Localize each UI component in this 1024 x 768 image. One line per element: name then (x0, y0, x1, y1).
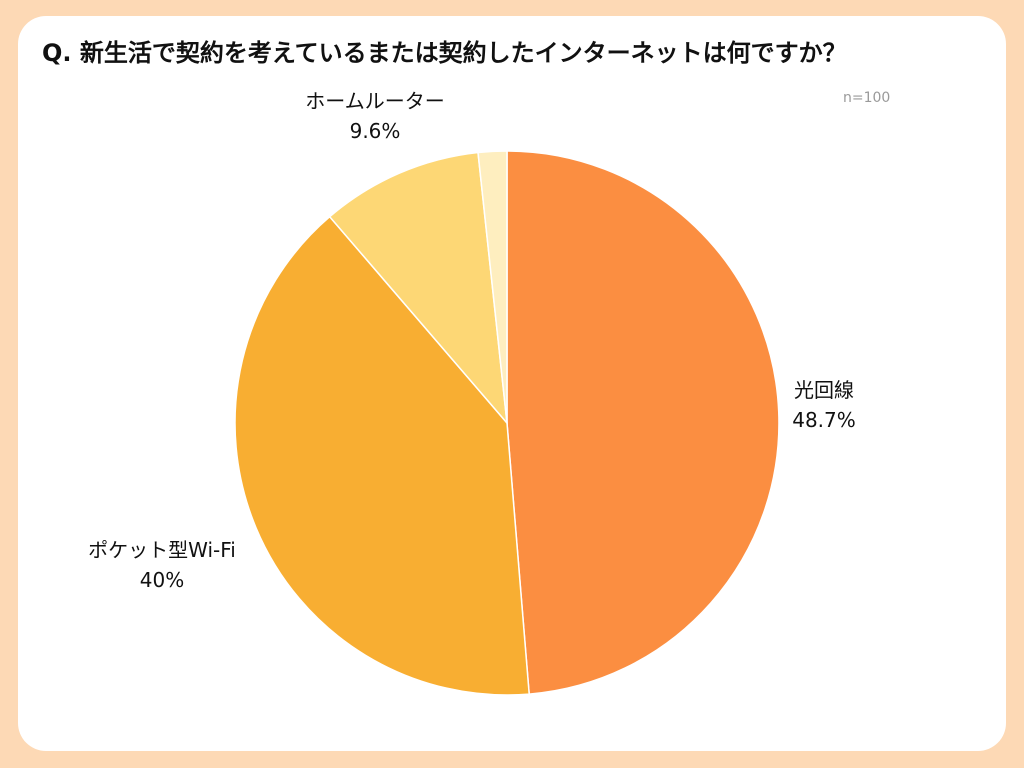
slice-label-home-router: ホームルーター 9.6% (305, 86, 444, 146)
slice-value: 48.7% (792, 408, 856, 432)
chart-title: Q. 新生活で契約を考えているまたは契約したインターネットは何ですか？ (42, 39, 847, 67)
slice-name: ホームルーター (305, 89, 445, 113)
slice-value: 40% (139, 568, 185, 592)
slice-name: 光回線 (793, 378, 854, 402)
sample-size-label: n=100 (843, 90, 891, 106)
slice-value: 9.6% (349, 119, 401, 143)
pie-slice-3 (477, 150, 508, 424)
pie-slice-1 (234, 215, 530, 696)
slice-name: ポケット型Wi-Fi (88, 538, 236, 562)
slice-label-hikari: 光回線 48.7% (792, 375, 856, 435)
slice-label-pocket-wifi: ポケット型Wi-Fi 40% (88, 535, 236, 595)
pie-slice-2 (328, 151, 509, 426)
pie-slice-0 (506, 150, 780, 695)
